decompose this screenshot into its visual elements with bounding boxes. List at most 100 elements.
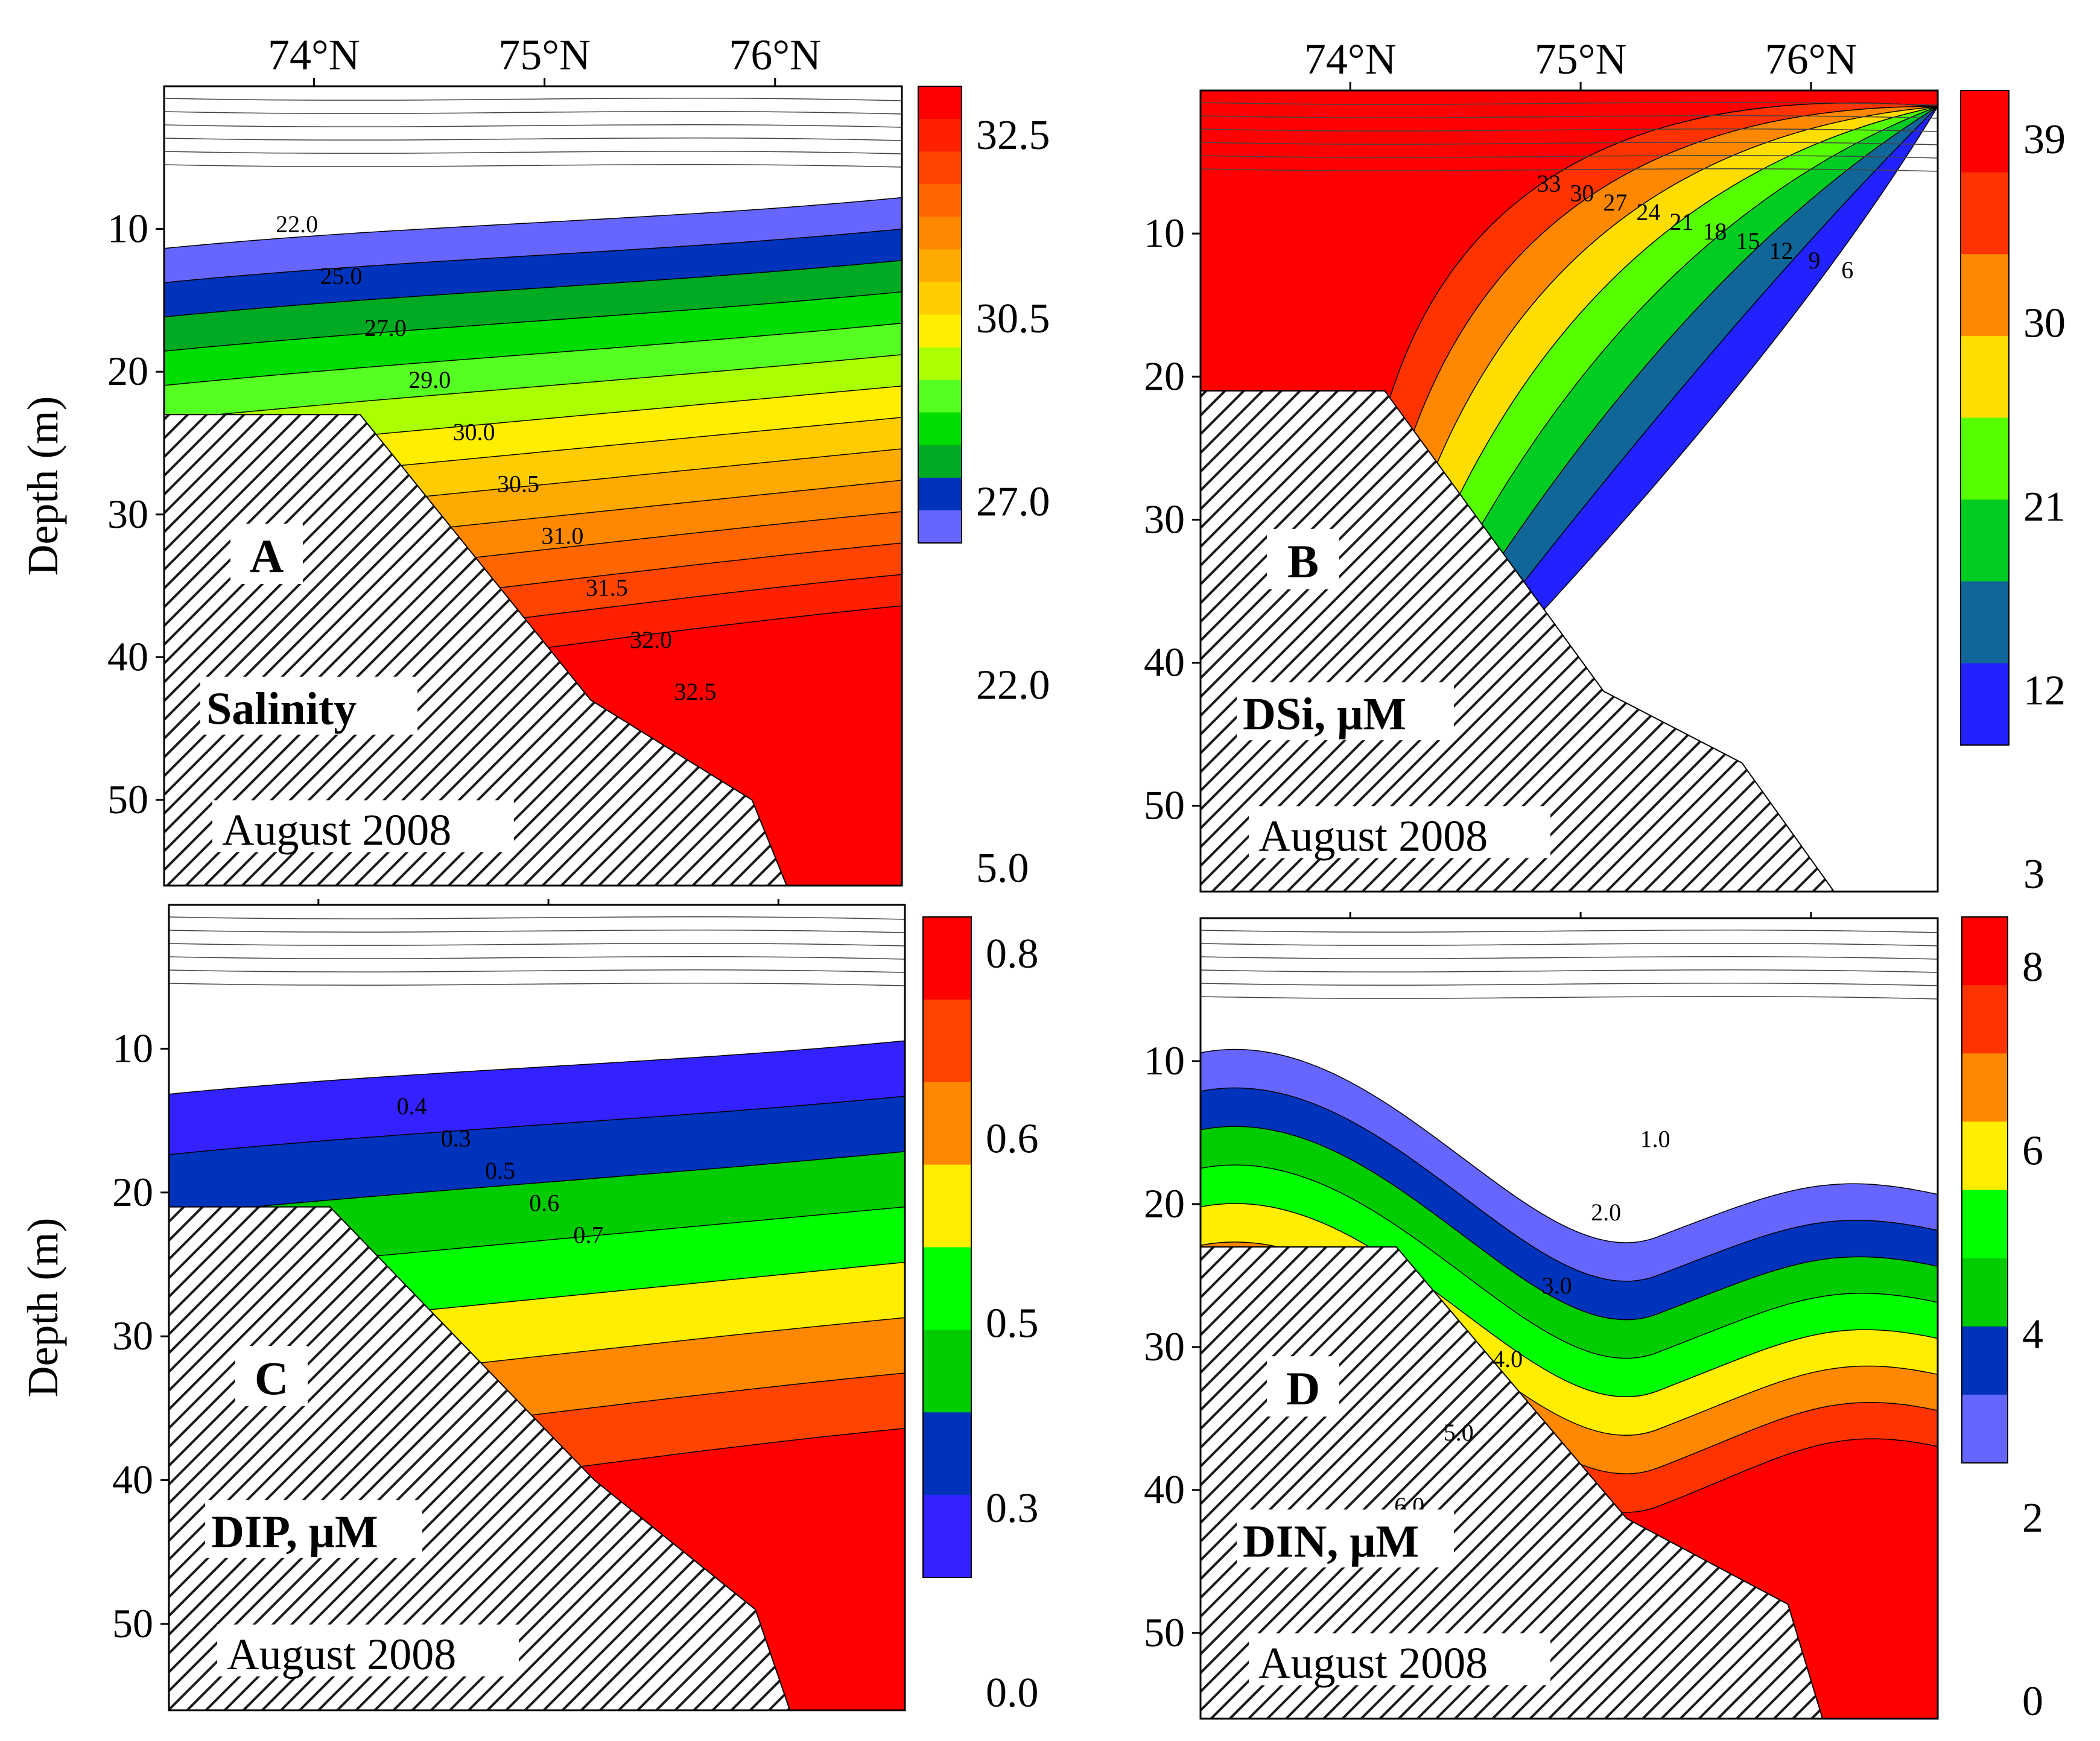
- isoline: [1201, 168, 1938, 172]
- x-tick-label: 74°N: [1304, 35, 1397, 83]
- contour-label: 0.5: [485, 1157, 515, 1184]
- contour-label: 0.6: [529, 1189, 559, 1216]
- panel-letter-bg: [230, 524, 303, 584]
- panel-title-bg: [1237, 1509, 1454, 1568]
- contour-label: 31.5: [586, 574, 628, 601]
- colorbar-tick-label: 5.0: [976, 845, 1029, 892]
- isoline: [169, 929, 905, 933]
- colorbar-swatch: [918, 510, 962, 544]
- contour-label: 25.0: [320, 262, 363, 290]
- colorbar-swatch: [923, 1164, 971, 1248]
- colorbar-frame: [1961, 916, 2008, 1464]
- panel-C: 0.4 0.3 0.5 0.6 0.7 10 20 30 40 50 Depth (m) C DIP, …: [19, 899, 1039, 1716]
- contour-label: 18: [1702, 218, 1727, 245]
- isoline: [1201, 141, 1938, 145]
- colorbar-swatch: [923, 1082, 971, 1165]
- colorbar-frame: [1960, 90, 2010, 746]
- colorbar-swatch: [918, 282, 962, 315]
- colorbar-tick-label: 32.5: [976, 112, 1050, 159]
- y-tick-label: 20: [107, 348, 148, 394]
- colorbar-swatch: [1962, 917, 2008, 986]
- y-tick-label: 10: [1144, 1038, 1185, 1083]
- colorbar-swatch: [923, 1412, 971, 1495]
- contour-label: 33: [1537, 170, 1561, 197]
- colorbar-swatch: [1961, 90, 2009, 173]
- isoline: [169, 982, 905, 986]
- panel-letter-bg: [1267, 528, 1339, 589]
- colorbar-swatch: [918, 86, 962, 119]
- contour-label: 0.4: [397, 1092, 427, 1120]
- isoline: [1201, 982, 1938, 986]
- colorbar-frame: [918, 86, 962, 544]
- colorbar-tick-label: 27.0: [976, 479, 1050, 525]
- colorbar-swatch: [918, 445, 962, 478]
- colorbar-tick-label: 0: [2022, 1678, 2043, 1725]
- seafloor-hatch: [164, 414, 787, 886]
- isoline: [169, 969, 905, 973]
- colorbar-tick-label: 22.0: [976, 662, 1050, 708]
- y-axis-label: Depth (m): [19, 396, 67, 576]
- seafloor-hatch: [1201, 1246, 1824, 1719]
- date-label-bg: [217, 1624, 519, 1676]
- plot-frame: [163, 85, 903, 887]
- y-tick-label: 40: [107, 633, 148, 679]
- colorbar-swatch: [918, 347, 962, 381]
- date-label-bg: [1249, 806, 1550, 858]
- colorbar-tick-label: 8: [2022, 944, 2043, 991]
- colorbar-swatch: [918, 184, 962, 217]
- colorbar-tick-label: 30: [2023, 300, 2066, 347]
- date-label: August 2008: [227, 1630, 456, 1679]
- panel-title: DIN, μM: [1243, 1516, 1419, 1567]
- contour-label: 1.0: [1640, 1125, 1670, 1152]
- colorbar-swatch: [1962, 1190, 2008, 1259]
- isoline: [1201, 956, 1938, 960]
- contour-label: 21: [1669, 208, 1693, 235]
- contour-field: [1201, 918, 1938, 1719]
- contour-label: 6: [1841, 256, 1853, 284]
- y-axis-label: Depth (m): [19, 1218, 67, 1398]
- colorbar-swatch: [1962, 1258, 2008, 1327]
- isoline: [1201, 101, 1938, 106]
- panel-letter: B: [1287, 535, 1319, 588]
- panel-title: DSi, μM: [1243, 689, 1406, 740]
- isoline: [1201, 154, 1938, 159]
- colorbar-tick-label: 2: [2022, 1495, 2043, 1541]
- contour-label: 31.0: [541, 522, 583, 550]
- colorbar-tick-label: 6: [2022, 1127, 2043, 1174]
- colorbar-swatch: [1961, 663, 2009, 746]
- colorbar-swatch: [1962, 1326, 2008, 1395]
- contour-label: 30.5: [497, 470, 539, 497]
- x-tick-label: 76°N: [1765, 35, 1857, 83]
- isoline: [1201, 115, 1938, 119]
- x-tick-label: 75°N: [498, 31, 591, 79]
- contour-field: [1201, 90, 1938, 892]
- y-tick-label: 20: [1144, 1181, 1185, 1226]
- isoline: [164, 124, 902, 128]
- colorbar-swatch: [923, 1247, 971, 1330]
- x-tick-label: 74°N: [268, 31, 360, 79]
- y-tick-label: 30: [107, 491, 148, 537]
- colorbar-swatch: [918, 217, 962, 250]
- seafloor-hatch: [1201, 390, 1835, 892]
- colorbar-swatch: [923, 999, 971, 1083]
- panel-title-bg: [205, 1500, 422, 1558]
- y-tick-label: 40: [1144, 639, 1185, 685]
- isoline: [164, 150, 902, 154]
- colorbar-tick-label: 0.5: [986, 1301, 1039, 1347]
- date-label-bg: [212, 800, 514, 852]
- contour-label: 0.3: [441, 1125, 471, 1152]
- contour-label: 12: [1769, 237, 1793, 264]
- y-tick-label: 50: [107, 776, 148, 822]
- colorbar-swatch: [1961, 499, 2009, 582]
- seafloor-hatch: [169, 1206, 791, 1710]
- contour-label: 30: [1570, 179, 1594, 206]
- colorbar-frame: [922, 916, 972, 1578]
- plot-frame: [1199, 917, 1939, 1720]
- y-tick-label: 40: [1144, 1467, 1185, 1512]
- contour-label: 32.5: [674, 678, 717, 705]
- contour-label: 27.0: [364, 314, 407, 341]
- date-label: August 2008: [222, 806, 451, 855]
- colorbar-tick-label: 0.3: [986, 1485, 1039, 1532]
- colorbar-swatch: [923, 917, 971, 1000]
